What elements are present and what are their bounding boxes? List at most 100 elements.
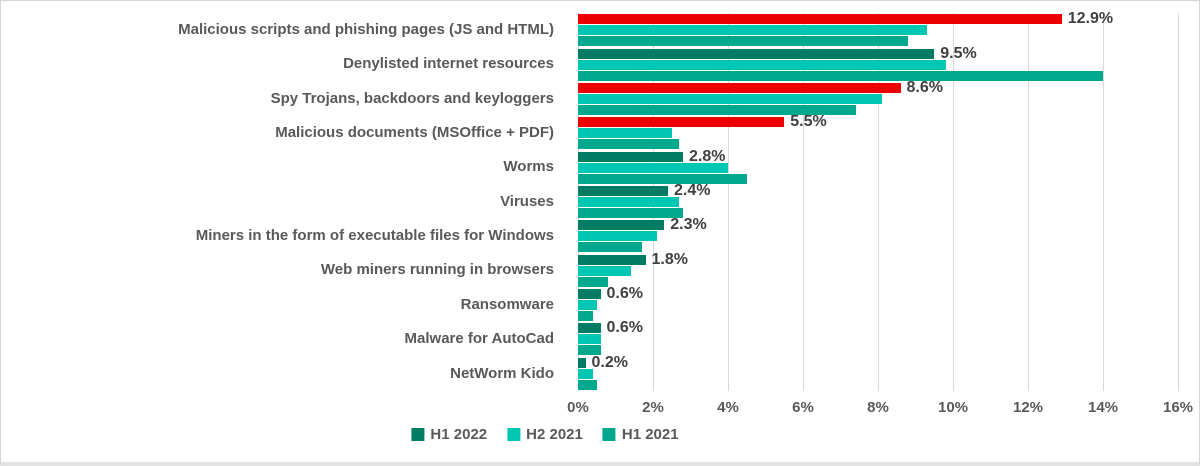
bar-row (578, 345, 1178, 356)
category-label: Spy Trojans, backdoors and keyloggers (270, 89, 554, 107)
gridline-4% (728, 13, 729, 391)
plot-area: 12.9% 9.5% 8.6% 5.5% 2.8% 2.4% 2.3% 1.8% 0.6% 0.6… (578, 10, 1179, 391)
legend-swatch-h2-2021 (507, 428, 521, 441)
bar-group: 2.4% (578, 182, 1178, 219)
category-label: Worms (503, 158, 554, 176)
bar-group: 1.8% (578, 250, 1178, 288)
category-label: NetWorm Kido (450, 364, 554, 382)
bar-row (578, 59, 1178, 70)
x-tick-label: 14% (1087, 399, 1119, 416)
legend-label: H1 2021 (621, 426, 679, 443)
bar-h2-2021 (578, 93, 882, 104)
bar-h1-2021 (578, 345, 601, 356)
bar-row (578, 25, 1178, 36)
gridline-14% (1103, 13, 1104, 391)
bar-h1-2022 (578, 151, 683, 162)
bar-row (578, 173, 1178, 184)
bar-row (578, 196, 1178, 207)
gridline-10% (953, 13, 954, 391)
bar-h1-2022 (578, 289, 601, 300)
x-tick-label: 0% (567, 399, 589, 416)
legend-swatch-h1-2021 (602, 428, 616, 441)
bar-row: 5.5% (578, 114, 1178, 130)
gridline-8% (878, 13, 879, 391)
bar-h1-2022 (578, 48, 935, 59)
bar-h1-2022 (578, 14, 1062, 25)
bar-row: 12.9% (578, 10, 1178, 28)
bar-row (578, 162, 1178, 173)
bar-row (578, 334, 1178, 345)
bar-h1-2021 (578, 104, 856, 115)
bar-h1-2021 (578, 379, 597, 390)
bar-h2-2021 (578, 334, 601, 345)
value-label: 1.8% (651, 250, 688, 268)
value-label: 9.5% (940, 44, 977, 62)
bar-row (578, 276, 1178, 287)
category-label: Miners in the form of executable files f… (195, 227, 554, 245)
bar-row: 8.6% (578, 78, 1178, 96)
bar-row (578, 93, 1178, 104)
bar-row (578, 265, 1178, 276)
x-tick-label: 8% (867, 399, 889, 416)
category-label: Malware for AutoCad (404, 330, 554, 348)
bar-row: 0.6% (578, 286, 1178, 302)
bar-h2-2021 (578, 59, 946, 70)
x-tick-label: 4% (717, 399, 739, 416)
bar-group: 12.9% (578, 10, 1178, 47)
x-tick-label: 6% (792, 399, 814, 416)
value-label: 0.2% (591, 353, 628, 371)
bar-h1-2021 (578, 70, 1103, 81)
bar-row (578, 70, 1178, 81)
value-label: 12.9% (1067, 10, 1114, 28)
bar-group: 8.6% (578, 78, 1178, 116)
bar-groups: 12.9% 9.5% 8.6% 5.5% 2.8% 2.4% 2.3% 1.8% 0.6% 0.6… (578, 10, 1178, 391)
bar-row (578, 139, 1178, 150)
bar-h1-2021 (578, 36, 908, 47)
bar-h1-2021 (578, 242, 642, 253)
bar-row (578, 242, 1178, 253)
chart-legend: H1 2022 H2 2021 H1 2021 (411, 426, 679, 443)
category-label: Denylisted internet resources (343, 55, 554, 73)
bar-h2-2021 (578, 300, 597, 311)
bar-h2-2021 (578, 196, 680, 207)
bar-h2-2021 (578, 231, 657, 242)
legend-item-h1-2022: H1 2022 (411, 426, 487, 443)
bar-row (578, 104, 1178, 115)
x-tick-label: 10% (937, 399, 969, 416)
gridline-12% (1028, 13, 1029, 391)
bar-row: 1.8% (578, 250, 1178, 268)
bar-h1-2022 (578, 220, 665, 231)
bar-h1-2022 (578, 117, 785, 128)
value-label: 0.6% (606, 319, 643, 337)
bar-group: 0.6% (578, 286, 1178, 322)
category-label: Viruses (500, 192, 554, 210)
bar-group: 2.3% (578, 217, 1178, 253)
x-tick-label: 12% (1012, 399, 1044, 416)
bar-row: 2.3% (578, 217, 1178, 233)
bar-row (578, 311, 1178, 322)
bar-h1-2022 (578, 357, 586, 368)
category-label: Malicious scripts and phishing pages (JS… (178, 20, 554, 38)
bar-row: 0.2% (578, 353, 1178, 371)
category-axis-labels: Malicious scripts and phishing pages (JS… (1, 13, 566, 391)
bar-h1-2021 (578, 173, 747, 184)
x-tick-label: 16% (1162, 399, 1194, 416)
bar-h2-2021 (578, 368, 593, 379)
bar-row: 9.5% (578, 44, 1178, 62)
value-label: 2.8% (689, 147, 726, 165)
bar-group: 0.6% (578, 319, 1178, 356)
bar-row (578, 379, 1178, 390)
value-label: 8.6% (906, 78, 943, 96)
bar-row: 2.8% (578, 147, 1178, 165)
category-label: Web miners running in browsers (320, 261, 554, 279)
bar-h2-2021 (578, 265, 631, 276)
category-label: Ransomware (460, 295, 554, 313)
bar-group: 0.2% (578, 353, 1178, 391)
category-label: Malicious documents (MSOffice + PDF) (275, 124, 554, 141)
legend-item-h2-2021: H2 2021 (507, 426, 583, 443)
bar-row: 0.6% (578, 319, 1178, 337)
bar-group: 9.5% (578, 44, 1178, 81)
bar-h2-2021 (578, 128, 672, 139)
legend-label: H2 2021 (526, 426, 583, 443)
